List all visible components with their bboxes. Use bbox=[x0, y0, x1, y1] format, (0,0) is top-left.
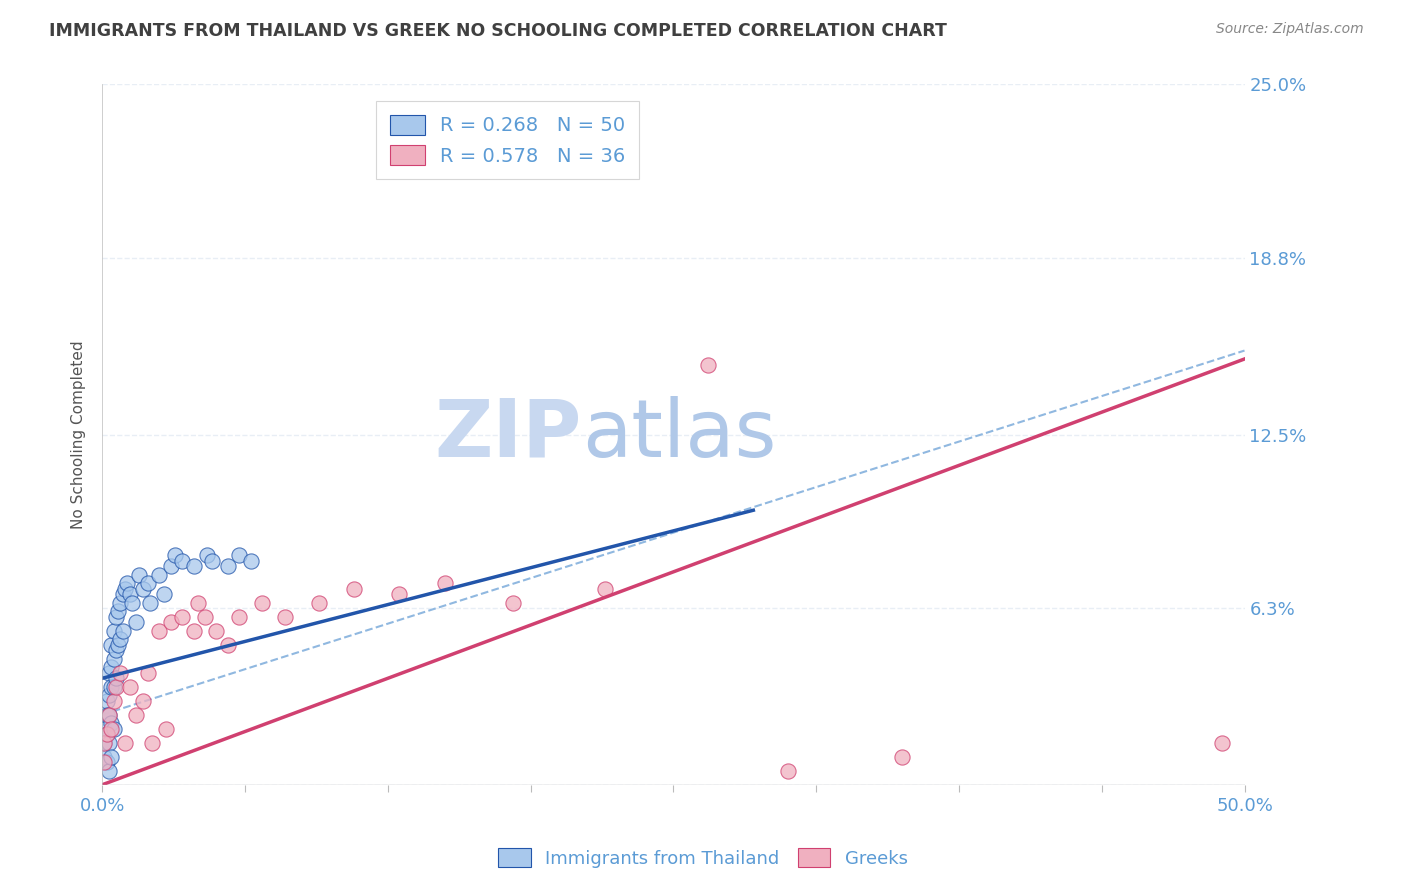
Legend: R = 0.268   N = 50, R = 0.578   N = 36: R = 0.268 N = 50, R = 0.578 N = 36 bbox=[377, 101, 640, 179]
Point bbox=[100, 716, 122, 731]
Point bbox=[96, 727, 118, 741]
Point bbox=[228, 609, 250, 624]
Point bbox=[100, 749, 122, 764]
Point bbox=[593, 582, 616, 596]
Point bbox=[118, 680, 141, 694]
Point bbox=[110, 596, 132, 610]
Point bbox=[342, 582, 364, 596]
Point bbox=[104, 609, 127, 624]
Y-axis label: No Schooling Completed: No Schooling Completed bbox=[72, 340, 86, 529]
Point bbox=[183, 624, 205, 638]
Point bbox=[250, 596, 273, 610]
Point bbox=[205, 624, 228, 638]
Point bbox=[100, 660, 122, 674]
Point bbox=[93, 722, 115, 736]
Point bbox=[195, 548, 218, 562]
Point bbox=[104, 671, 127, 685]
Point bbox=[103, 680, 125, 694]
Text: ZIP: ZIP bbox=[434, 395, 582, 474]
Point bbox=[103, 651, 125, 665]
Point bbox=[100, 680, 122, 694]
Point bbox=[107, 638, 129, 652]
Point bbox=[433, 576, 456, 591]
Point bbox=[125, 707, 148, 722]
Point bbox=[201, 554, 224, 568]
Point bbox=[111, 624, 134, 638]
Point bbox=[388, 587, 411, 601]
Point bbox=[148, 624, 170, 638]
Point bbox=[98, 764, 121, 778]
Point bbox=[93, 736, 115, 750]
Point bbox=[98, 665, 121, 680]
Point bbox=[117, 576, 139, 591]
Point bbox=[776, 764, 799, 778]
Point bbox=[114, 736, 136, 750]
Point bbox=[96, 756, 118, 770]
Point bbox=[93, 756, 115, 770]
Legend: Immigrants from Thailand, Greeks: Immigrants from Thailand, Greeks bbox=[488, 838, 918, 879]
Point bbox=[125, 615, 148, 630]
Point bbox=[98, 688, 121, 702]
Point bbox=[103, 624, 125, 638]
Point bbox=[194, 609, 217, 624]
Point bbox=[172, 554, 194, 568]
Point bbox=[104, 643, 127, 657]
Point bbox=[308, 596, 330, 610]
Point bbox=[239, 554, 262, 568]
Point bbox=[155, 722, 177, 736]
Point bbox=[103, 722, 125, 736]
Point bbox=[98, 707, 121, 722]
Point bbox=[100, 638, 122, 652]
Point bbox=[93, 736, 115, 750]
Point bbox=[165, 548, 187, 562]
Point bbox=[121, 596, 143, 610]
Point bbox=[110, 632, 132, 646]
Point bbox=[1211, 736, 1233, 750]
Point bbox=[104, 680, 127, 694]
Point bbox=[98, 707, 121, 722]
Point bbox=[96, 694, 118, 708]
Point bbox=[136, 665, 159, 680]
Point bbox=[132, 582, 155, 596]
Point bbox=[141, 736, 163, 750]
Point bbox=[217, 559, 239, 574]
Point bbox=[172, 609, 194, 624]
Point bbox=[228, 548, 250, 562]
Point bbox=[100, 722, 122, 736]
Point bbox=[107, 604, 129, 618]
Point bbox=[98, 736, 121, 750]
Point bbox=[114, 582, 136, 596]
Point bbox=[96, 727, 118, 741]
Point bbox=[136, 576, 159, 591]
Point bbox=[696, 358, 718, 372]
Point bbox=[128, 567, 150, 582]
Point bbox=[159, 615, 181, 630]
Point bbox=[132, 694, 155, 708]
Point bbox=[502, 596, 524, 610]
Point bbox=[274, 609, 297, 624]
Text: Source: ZipAtlas.com: Source: ZipAtlas.com bbox=[1216, 22, 1364, 37]
Point bbox=[217, 638, 239, 652]
Point bbox=[118, 587, 141, 601]
Text: IMMIGRANTS FROM THAILAND VS GREEK NO SCHOOLING COMPLETED CORRELATION CHART: IMMIGRANTS FROM THAILAND VS GREEK NO SCH… bbox=[49, 22, 948, 40]
Point bbox=[110, 665, 132, 680]
Point bbox=[153, 587, 176, 601]
Point bbox=[183, 559, 205, 574]
Point bbox=[103, 694, 125, 708]
Point bbox=[159, 559, 181, 574]
Point bbox=[93, 749, 115, 764]
Point bbox=[890, 749, 912, 764]
Point bbox=[148, 567, 170, 582]
Point bbox=[139, 596, 162, 610]
Text: atlas: atlas bbox=[582, 395, 776, 474]
Point bbox=[96, 707, 118, 722]
Point bbox=[111, 587, 134, 601]
Point bbox=[187, 596, 209, 610]
